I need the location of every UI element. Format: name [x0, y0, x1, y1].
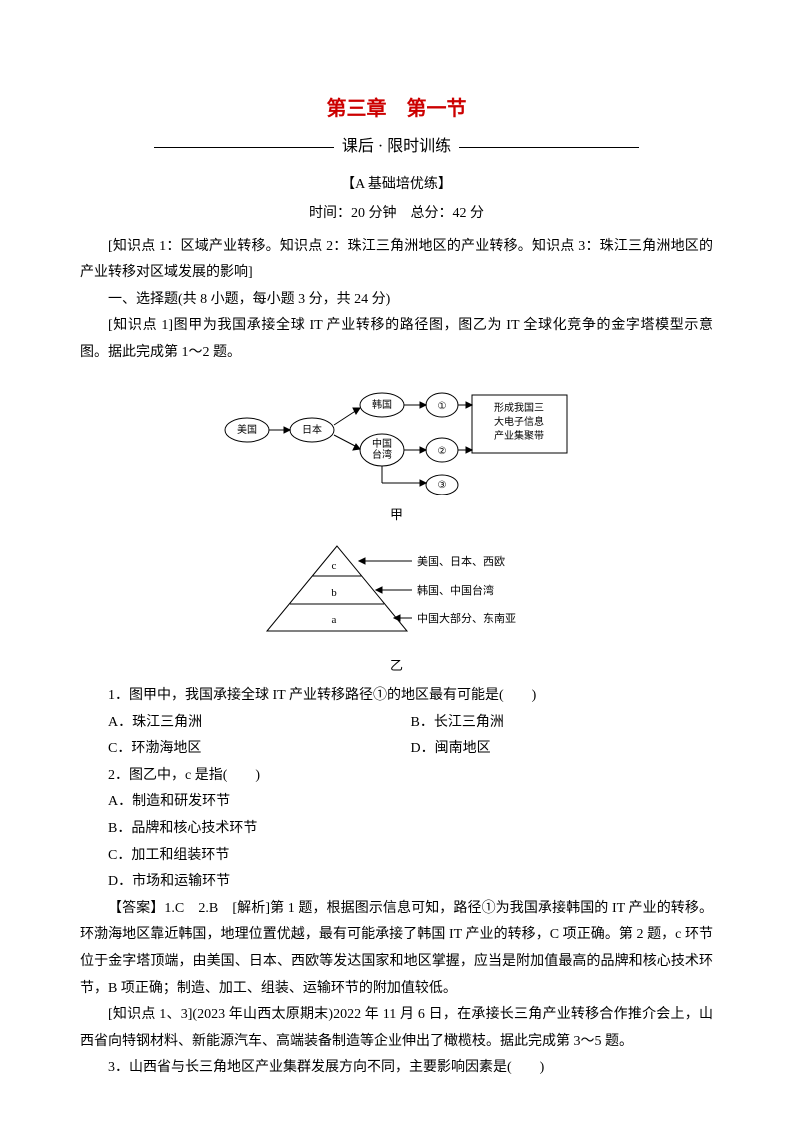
chapter-title: 第三章 第一节 — [80, 90, 713, 128]
question-group-1-lead: [知识点 1]图甲为我国承接全球 IT 产业转移的路径图，图乙为 IT 全球化竞… — [80, 313, 713, 366]
q1-option-d: D．闽南地区 — [411, 736, 714, 763]
node-kr: 韩国 — [372, 398, 392, 411]
q1-stem: 1．图甲中，我国承接全球 IT 产业转移路径①的地区最有可能是( ) — [80, 683, 713, 710]
section-1-heading: 一、选择题(共 8 小题，每小题 3 分，共 24 分) — [80, 287, 713, 314]
level-a: a — [331, 614, 336, 626]
diagram-yi: c b a 美国、日本、西欧 韩国、中国台湾 中国大部分、东南亚 乙 — [80, 536, 713, 679]
subtitle-row: 课后 · 限时训练 — [80, 132, 713, 162]
q2-option-a: A．制造和研发环节 — [108, 789, 713, 816]
time-score: 时间：20 分钟 总分：42 分 — [80, 201, 713, 228]
label-b: 韩国、中国台湾 — [417, 583, 494, 597]
node-2: ② — [437, 446, 446, 457]
level-b: b — [331, 587, 337, 599]
section-tag: 【A 基础培优练】 — [80, 172, 713, 199]
q2-stem: 2．图乙中，c 是指( ) — [80, 763, 713, 790]
node-tw-1: 中国 — [372, 437, 392, 450]
box-line2: 大电子信息 — [494, 415, 544, 428]
subtitle-text: 课后 · 限时训练 — [342, 132, 451, 162]
q1-option-a: A．珠江三角洲 — [108, 710, 411, 737]
q1-option-b: B．长江三角洲 — [411, 710, 714, 737]
diagram-yi-label: 乙 — [80, 654, 713, 679]
q3-stem: 3．山西省与长三角地区产业集群发展方向不同，主要影响因素是( ) — [80, 1055, 713, 1082]
q2-option-b: B．品牌和核心技术环节 — [108, 816, 713, 843]
q1-options-row1: A．珠江三角洲 B．长江三角洲 — [80, 710, 713, 737]
node-3: ③ — [437, 480, 446, 491]
answer-1-2: 【答案】1.C 2.B [解析]第 1 题，根据图示信息可知，路径①为我国承接韩… — [80, 896, 713, 1002]
box-line3: 产业集聚带 — [494, 429, 544, 442]
diagram-jia-label: 甲 — [80, 503, 713, 528]
q1-option-c: C．环渤海地区 — [108, 736, 411, 763]
level-c: c — [331, 560, 336, 572]
q1-options-row2: C．环渤海地区 D．闽南地区 — [80, 736, 713, 763]
node-jp: 日本 — [302, 423, 322, 436]
divider-left — [154, 147, 334, 148]
box-line1: 形成我国三 — [494, 402, 544, 414]
q2-options: A．制造和研发环节 B．品牌和核心技术环节 C．加工和组装环节 D．市场和运输环… — [80, 789, 713, 895]
node-tw-2: 台湾 — [372, 448, 392, 461]
diagram-jia: 美国 日本 韩国 中国 台湾 ① ② ③ 形成我国三 大电子信息 产业集聚带 甲 — [80, 375, 713, 528]
knowledge-points: [知识点 1：区域产业转移。知识点 2：珠江三角洲地区的产业转移。知识点 3：珠… — [80, 234, 713, 287]
divider-right — [459, 147, 639, 148]
node-1: ① — [437, 401, 446, 412]
label-c: 美国、日本、西欧 — [417, 554, 505, 568]
q2-option-c: C．加工和组装环节 — [108, 843, 713, 870]
q2-option-d: D．市场和运输环节 — [108, 869, 713, 896]
question-group-35-lead: [知识点 1、3](2023 年山西太原期末)2022 年 11 月 6 日，在… — [80, 1002, 713, 1055]
node-us: 美国 — [237, 423, 257, 436]
label-a: 中国大部分、东南亚 — [417, 611, 516, 625]
